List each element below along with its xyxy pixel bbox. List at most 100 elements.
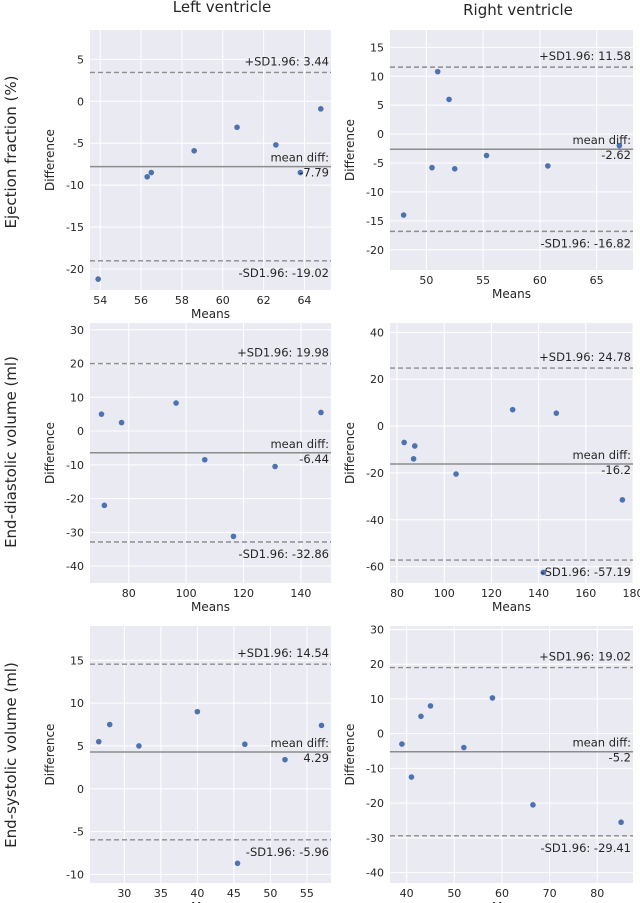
x-tick-label: 45	[227, 887, 241, 900]
x-tick-label: 50	[447, 887, 461, 900]
data-point	[530, 802, 536, 808]
x-axis-label: Means	[492, 900, 531, 903]
upper-limit-label: +SD1.96: 11.58	[539, 49, 631, 63]
y-tick-label: 20	[70, 358, 84, 371]
x-tick-label: 100	[176, 587, 197, 600]
y-tick-label: -40	[366, 514, 384, 527]
mean-difference-value: -16.2	[601, 463, 631, 477]
x-tick-label: 56	[134, 294, 148, 307]
data-point	[411, 443, 418, 449]
data-point	[173, 400, 179, 406]
y-tick-label: 0	[77, 783, 84, 796]
data-point	[282, 756, 288, 763]
mean-difference-label: mean diff:	[572, 133, 631, 147]
data-point	[618, 819, 624, 826]
y-tick-label: -20	[66, 493, 84, 506]
x-tick-label: 160	[575, 587, 596, 600]
x-tick-label: 55	[300, 887, 314, 900]
y-tick-label: 10	[70, 697, 84, 710]
y-tick-label: 30	[370, 623, 384, 636]
x-tick-label: 120	[481, 587, 502, 600]
y-tick-label: 0	[77, 95, 84, 108]
plot-background	[390, 30, 633, 270]
mean-difference-value: -6.44	[299, 452, 329, 466]
data-point	[297, 169, 304, 176]
plot-background	[390, 323, 633, 583]
y-tick-label: 20	[370, 373, 384, 386]
x-tick-label: 55	[476, 274, 490, 287]
panel-rv-esv: 40 50 60 70 80 -40 -30 -20 -10 0 10 20 30 +SD1.96: 19…	[343, 623, 633, 903]
data-point	[545, 163, 551, 169]
data-point	[118, 419, 125, 426]
y-tick-label: 30	[70, 324, 84, 337]
data-point	[273, 142, 279, 148]
y-tick-label: -10	[66, 179, 84, 192]
y-tick-label: -10	[366, 762, 384, 775]
data-point	[489, 695, 496, 701]
y-tick-label: 15	[70, 654, 84, 667]
column-title-left: Left ventricle	[173, 0, 271, 16]
y-tick-label: -15	[66, 221, 84, 234]
panel-rv-ef: 50 55 60 65 -20 -15 -10 -5 0 5 10 15 +SD1.96: 11.58 m…	[343, 30, 633, 301]
x-tick-label: 80	[390, 587, 404, 600]
y-tick-label: -5	[373, 157, 384, 170]
data-point	[101, 502, 108, 509]
y-tick-label: -20	[366, 797, 384, 810]
data-point	[400, 212, 407, 218]
y-tick-label: 0	[377, 728, 384, 741]
panel-lv-edv: 80 100 120 140 -40 -30 -20 -10 0 10 20 30 +SD1.96: 1…	[43, 323, 331, 614]
data-point	[434, 68, 441, 75]
data-point	[318, 722, 325, 729]
y-tick-label: -30	[66, 526, 84, 539]
x-tick-label: 180	[623, 587, 640, 600]
mean-difference-label: mean diff:	[270, 151, 329, 165]
y-tick-label: 5	[377, 99, 384, 112]
data-point	[619, 497, 626, 503]
y-tick-label: -5	[73, 826, 84, 839]
data-point	[429, 164, 435, 171]
data-point	[95, 738, 102, 745]
column-title-right: Right ventricle	[463, 1, 573, 19]
x-tick-label: 40	[400, 887, 414, 900]
y-tick-label: -20	[66, 263, 84, 276]
y-axis-label: Difference	[343, 119, 357, 181]
mean-difference-label: mean diff:	[270, 437, 329, 451]
data-point	[461, 744, 467, 751]
data-point	[136, 743, 142, 749]
data-point	[399, 741, 405, 747]
plot-background	[390, 626, 633, 883]
upper-limit-label: +SD1.96: 19.98	[237, 346, 329, 360]
row-title-end-systolic: End-systolic volume (ml)	[2, 662, 20, 848]
data-point	[553, 410, 560, 416]
x-tick-label: 65	[590, 274, 604, 287]
data-point	[401, 439, 407, 446]
x-axis-label: Means	[492, 600, 531, 614]
panel-lv-esv: 30 35 40 45 50 55 -10 -5 0 5 10 15 +SD1.96: 14.54 mea…	[43, 626, 331, 903]
x-tick-label: 100	[434, 587, 455, 600]
y-axis-label: Difference	[343, 422, 357, 484]
x-tick-label: 60	[216, 294, 230, 307]
x-tick-label: 70	[543, 887, 557, 900]
data-point	[410, 456, 417, 462]
data-point	[242, 741, 248, 748]
data-point	[451, 165, 458, 172]
y-tick-label: -10	[66, 868, 84, 881]
mean-difference-value: -5.2	[609, 751, 631, 765]
x-tick-label: 140	[528, 587, 549, 600]
y-tick-label: 40	[370, 326, 384, 339]
row-title-ejection-fraction: Ejection fraction (%)	[2, 76, 20, 229]
x-axis-label: Means	[492, 287, 531, 301]
data-point	[616, 142, 623, 149]
x-tick-label: 50	[263, 887, 277, 900]
y-axis-label: Difference	[343, 724, 357, 786]
data-point	[540, 569, 547, 576]
y-tick-label: -60	[366, 561, 384, 574]
lower-limit-label: -SD1.96: -29.41	[540, 841, 631, 855]
x-tick-label: 62	[257, 294, 271, 307]
y-tick-label: 10	[370, 70, 384, 83]
x-tick-label: 35	[154, 887, 168, 900]
y-tick-label: -15	[366, 215, 384, 228]
data-point	[483, 152, 490, 159]
x-tick-label: 54	[93, 294, 107, 307]
